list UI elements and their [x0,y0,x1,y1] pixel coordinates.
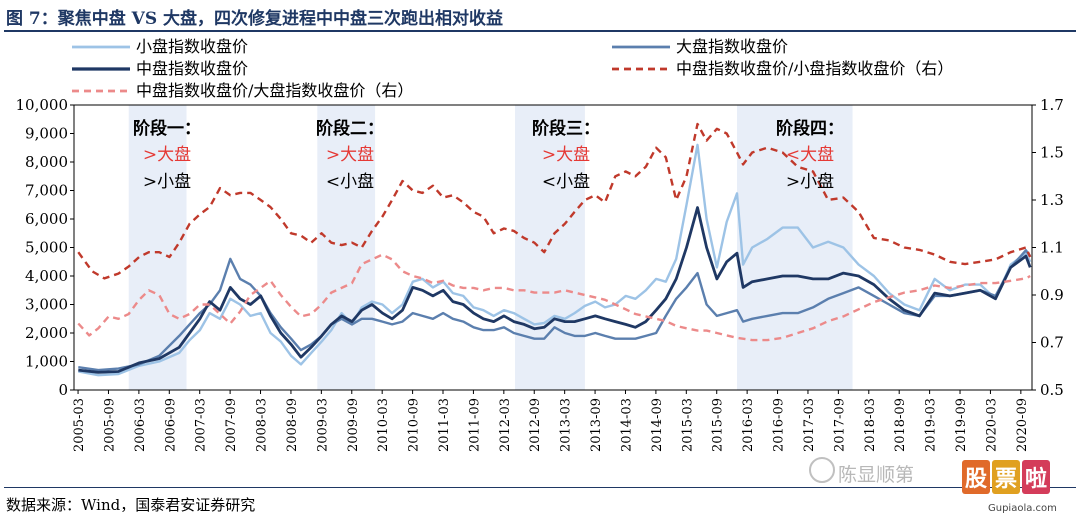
right-axis-tick-label: 1.1 [1040,239,1064,257]
x-axis-tick-label: 2018-03 [863,398,878,452]
x-axis-tick-label: 2012-03 [498,398,513,452]
left-axis-tick-label: 7,000 [25,182,68,200]
legend-label: 中盘指数收盘价/小盘指数收盘价（右） [676,59,953,78]
x-axis-tick-label: 2016-09 [772,398,787,452]
x-axis-tick-label: 2005-03 [72,398,87,452]
x-axis-tick-label: 2011-09 [467,398,482,452]
figure-title: 图 7：聚焦中盘 VS 大盘，四次修复进程中中盘三次跑出相对收益 [6,9,504,29]
watermark-logo-char: 票 [992,460,1021,494]
source-rule [4,487,1076,488]
x-axis-tick-label: 2009-09 [346,398,361,452]
legend-label: 大盘指数收盘价 [676,37,788,56]
left-axis-tick-label: 2,000 [25,324,68,342]
right-axis-tick-label: 1.3 [1040,191,1064,209]
watermark-logo-char: 股 [962,460,991,494]
left-axis-tick-label: 9,000 [25,125,68,143]
small-cap-line [78,143,1032,377]
left-axis-tick-label: 3,000 [25,296,68,314]
x-axis-tick-label: 2015-03 [680,398,695,452]
x-axis-tick-label: 2013-09 [589,398,604,452]
x-axis-tick-label: 2015-09 [711,398,726,452]
line-chart: 0 1,000 2,000 3,000 4,000 5,000 6,000 7,000 8,00… [16,37,1064,483]
x-axis-tick-label: 2019-09 [954,398,969,452]
x-axis-tick-label: 2013-03 [559,398,574,452]
title-rule [4,30,1076,32]
left-axis-tick-label: 8,000 [25,153,68,171]
stage-4-vs-small: >小盘 [786,172,834,192]
stage-3-vs-small: <小盘 [542,172,590,192]
legend-label: 小盘指数收盘价 [136,37,248,56]
x-axis-tick-label: 2006-09 [163,398,178,452]
mid-small-ratio-line [77,122,1032,280]
stage-1-vs-large: >大盘 [143,145,191,165]
stage-3-title: 阶段三： [532,118,600,139]
x-axis-tick-label: 2009-03 [315,398,330,452]
x-axis-tick-label: 2020-03 [984,398,999,452]
x-axis-tick-label: 2014-09 [650,398,665,452]
stage-2-title: 阶段二： [316,118,384,139]
x-axis-tick-label: 2014-03 [619,398,634,452]
x-axis-tick-label: 2010-09 [407,398,422,452]
mid-large-ratio-line [77,253,1031,342]
left-axis-tick-label: 10,000 [16,96,69,114]
x-axis-tick-label: 2017-09 [832,398,847,452]
watermark-icon [809,457,835,483]
right-axis-tick-label: 0.9 [1040,286,1064,304]
x-axis-tick-label: 2012-09 [528,398,543,452]
right-axis-tick-label: 1.5 [1040,144,1064,162]
x-axis-tick-label: 2010-03 [376,398,391,452]
x-axis-tick-label: 2008-09 [285,398,300,452]
left-axis-tick-label: 6,000 [25,210,68,228]
stage-2-vs-large: >大盘 [326,145,374,165]
right-axis-tick-label: 0.5 [1040,381,1064,399]
source-note: 数据来源：Wind，国泰君安证券研究 [6,496,256,514]
right-axis-tick-label: 0.7 [1040,334,1064,352]
mid-cap-line [78,206,1032,374]
watermark-url: Gupiaola.com [988,503,1057,514]
watermark-logo: 股 票 啦 [962,460,1052,494]
x-axis-tick-label: 2006-03 [133,398,148,452]
left-axis-tick-label: 1,000 [25,353,68,371]
x-axis-tick-label: 2008-03 [255,398,270,452]
stage-1-title: 阶段一： [133,118,201,139]
left-axis-tick-label: 5,000 [25,239,68,257]
x-axis-tick-label: 2005-09 [102,398,117,452]
stage-3-vs-large: >大盘 [542,145,590,165]
x-axis-tick-label: 2011-03 [437,398,452,452]
x-axis-tick-label: 2020-09 [1015,398,1030,452]
legend-label: 中盘指数收盘价/大盘指数收盘价（右） [136,81,413,100]
stage-2-vs-small: <小盘 [326,172,374,192]
left-axis-tick-label: 0 [58,381,68,399]
x-axis-tick-label: 2007-03 [194,398,209,452]
x-axis-tick-label: 2007-09 [224,398,239,452]
x-axis-tick-label: 2017-03 [802,398,817,452]
stage-4-vs-large: <大盘 [786,145,834,165]
watermark-account: 陈显顺第 [838,464,915,486]
stage-2-shade [317,105,376,390]
x-axis-tick-label: 2016-03 [741,398,756,452]
left-axis-tick-label: 4,000 [25,267,68,285]
stage-4-shade [736,105,853,390]
stage-3-shade [514,105,585,390]
stage-4-title: 阶段四： [776,118,844,139]
x-axis-tick-label: 2018-09 [893,398,908,452]
right-axis-tick-label: 1.7 [1040,96,1064,114]
x-axis-tick-label: 2019-03 [924,398,939,452]
watermark-logo-char: 啦 [1022,460,1051,494]
legend-label: 中盘指数收盘价 [136,59,248,78]
stage-1-vs-small: >小盘 [143,172,191,192]
